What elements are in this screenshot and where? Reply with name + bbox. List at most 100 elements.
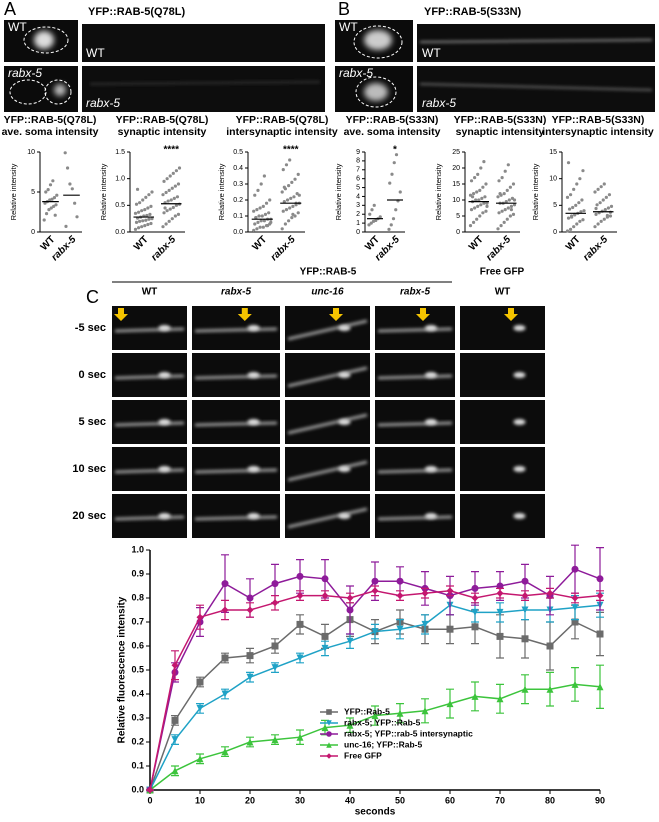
data-point (468, 224, 473, 228)
data-point (43, 201, 47, 205)
y-tick-label: 0.5 (233, 149, 243, 156)
data-point (603, 208, 607, 212)
soma (34, 31, 54, 49)
data-point (471, 594, 479, 602)
micrograph (82, 66, 325, 112)
neurite (194, 515, 278, 521)
data-point (246, 738, 254, 746)
data-point (288, 158, 292, 162)
data-point (297, 193, 301, 197)
data-point (165, 209, 169, 213)
data-point (473, 206, 477, 210)
data-point (169, 198, 173, 202)
construct-label: YFP::RAB-5(Q78L) (88, 6, 186, 18)
data-point (496, 632, 504, 640)
data-point (265, 224, 270, 228)
data-point (296, 620, 304, 628)
data-point (546, 589, 554, 597)
data-point (496, 608, 504, 616)
data-point (46, 188, 50, 192)
x-tick-label: 30 (295, 795, 305, 805)
data-point (578, 177, 582, 181)
data-point (577, 201, 581, 205)
x-tick-label: 80 (545, 795, 555, 805)
data-point (421, 620, 429, 628)
data-point (476, 204, 480, 208)
y-tick-label: 8 (356, 158, 360, 165)
data-point (596, 187, 600, 191)
data-point (50, 197, 54, 201)
micrograph (285, 494, 370, 538)
data-point (508, 214, 512, 218)
data-point (367, 223, 371, 227)
data-point (596, 592, 604, 600)
micrograph (417, 24, 655, 62)
data-point (287, 219, 291, 223)
y-tick-label: 7 (356, 167, 360, 174)
data-point (44, 190, 48, 194)
data-point (596, 683, 604, 691)
data-point (296, 172, 300, 176)
neurite (194, 468, 278, 474)
data-point (368, 212, 372, 216)
x-tick-label: 50 (395, 795, 405, 805)
data-point (387, 227, 391, 231)
data-point (478, 214, 482, 218)
soma (364, 30, 392, 50)
puncta (247, 513, 260, 519)
data-point (171, 171, 175, 175)
data-point (171, 716, 179, 724)
data-point (196, 704, 204, 712)
data-point (260, 214, 264, 218)
data-point (479, 166, 483, 170)
neurite (287, 460, 368, 482)
data-point (146, 206, 150, 210)
data-point (262, 219, 266, 223)
neurite (194, 327, 278, 333)
data-point (370, 208, 374, 212)
data-point (398, 190, 402, 194)
micrograph (460, 353, 545, 397)
data-point (253, 222, 257, 226)
data-point (503, 169, 507, 173)
data-point (599, 185, 603, 189)
row-label: 0 sec (78, 369, 106, 381)
y-tick-label: 0.5 (131, 664, 144, 674)
panel-header: YFP::RAB-5 (300, 267, 357, 278)
data-point (509, 208, 514, 212)
data-point (54, 203, 58, 207)
data-point (176, 212, 181, 216)
data-point (264, 201, 269, 205)
data-point (143, 224, 147, 228)
data-point (596, 575, 604, 583)
neurite (377, 374, 453, 380)
y-tick-label: 2 (356, 211, 360, 218)
data-point (321, 632, 329, 640)
data-point (165, 177, 169, 181)
micrograph (285, 353, 370, 397)
data-point (571, 680, 579, 688)
data-point (390, 172, 394, 176)
data-point (593, 190, 597, 194)
data-point (606, 206, 611, 210)
data-point (282, 185, 286, 189)
chart-title: YFP::RAB-5(S33N) (346, 114, 439, 126)
data-point (150, 217, 154, 221)
data-point (596, 222, 600, 226)
data-point (579, 210, 583, 214)
data-point (372, 203, 376, 207)
data-point (53, 213, 57, 217)
data-point (268, 198, 272, 202)
data-point (163, 206, 167, 210)
data-point (47, 208, 51, 212)
y-tick-label: 0.1 (131, 760, 144, 770)
micrograph (460, 400, 545, 444)
data-point (51, 179, 55, 183)
data-point (63, 151, 67, 155)
image-label: WT (86, 46, 105, 60)
data-point (162, 179, 166, 183)
data-point (482, 160, 486, 164)
data-point (284, 208, 289, 212)
y-tick-label: 0.2 (233, 197, 243, 204)
legend-marker (326, 720, 332, 726)
